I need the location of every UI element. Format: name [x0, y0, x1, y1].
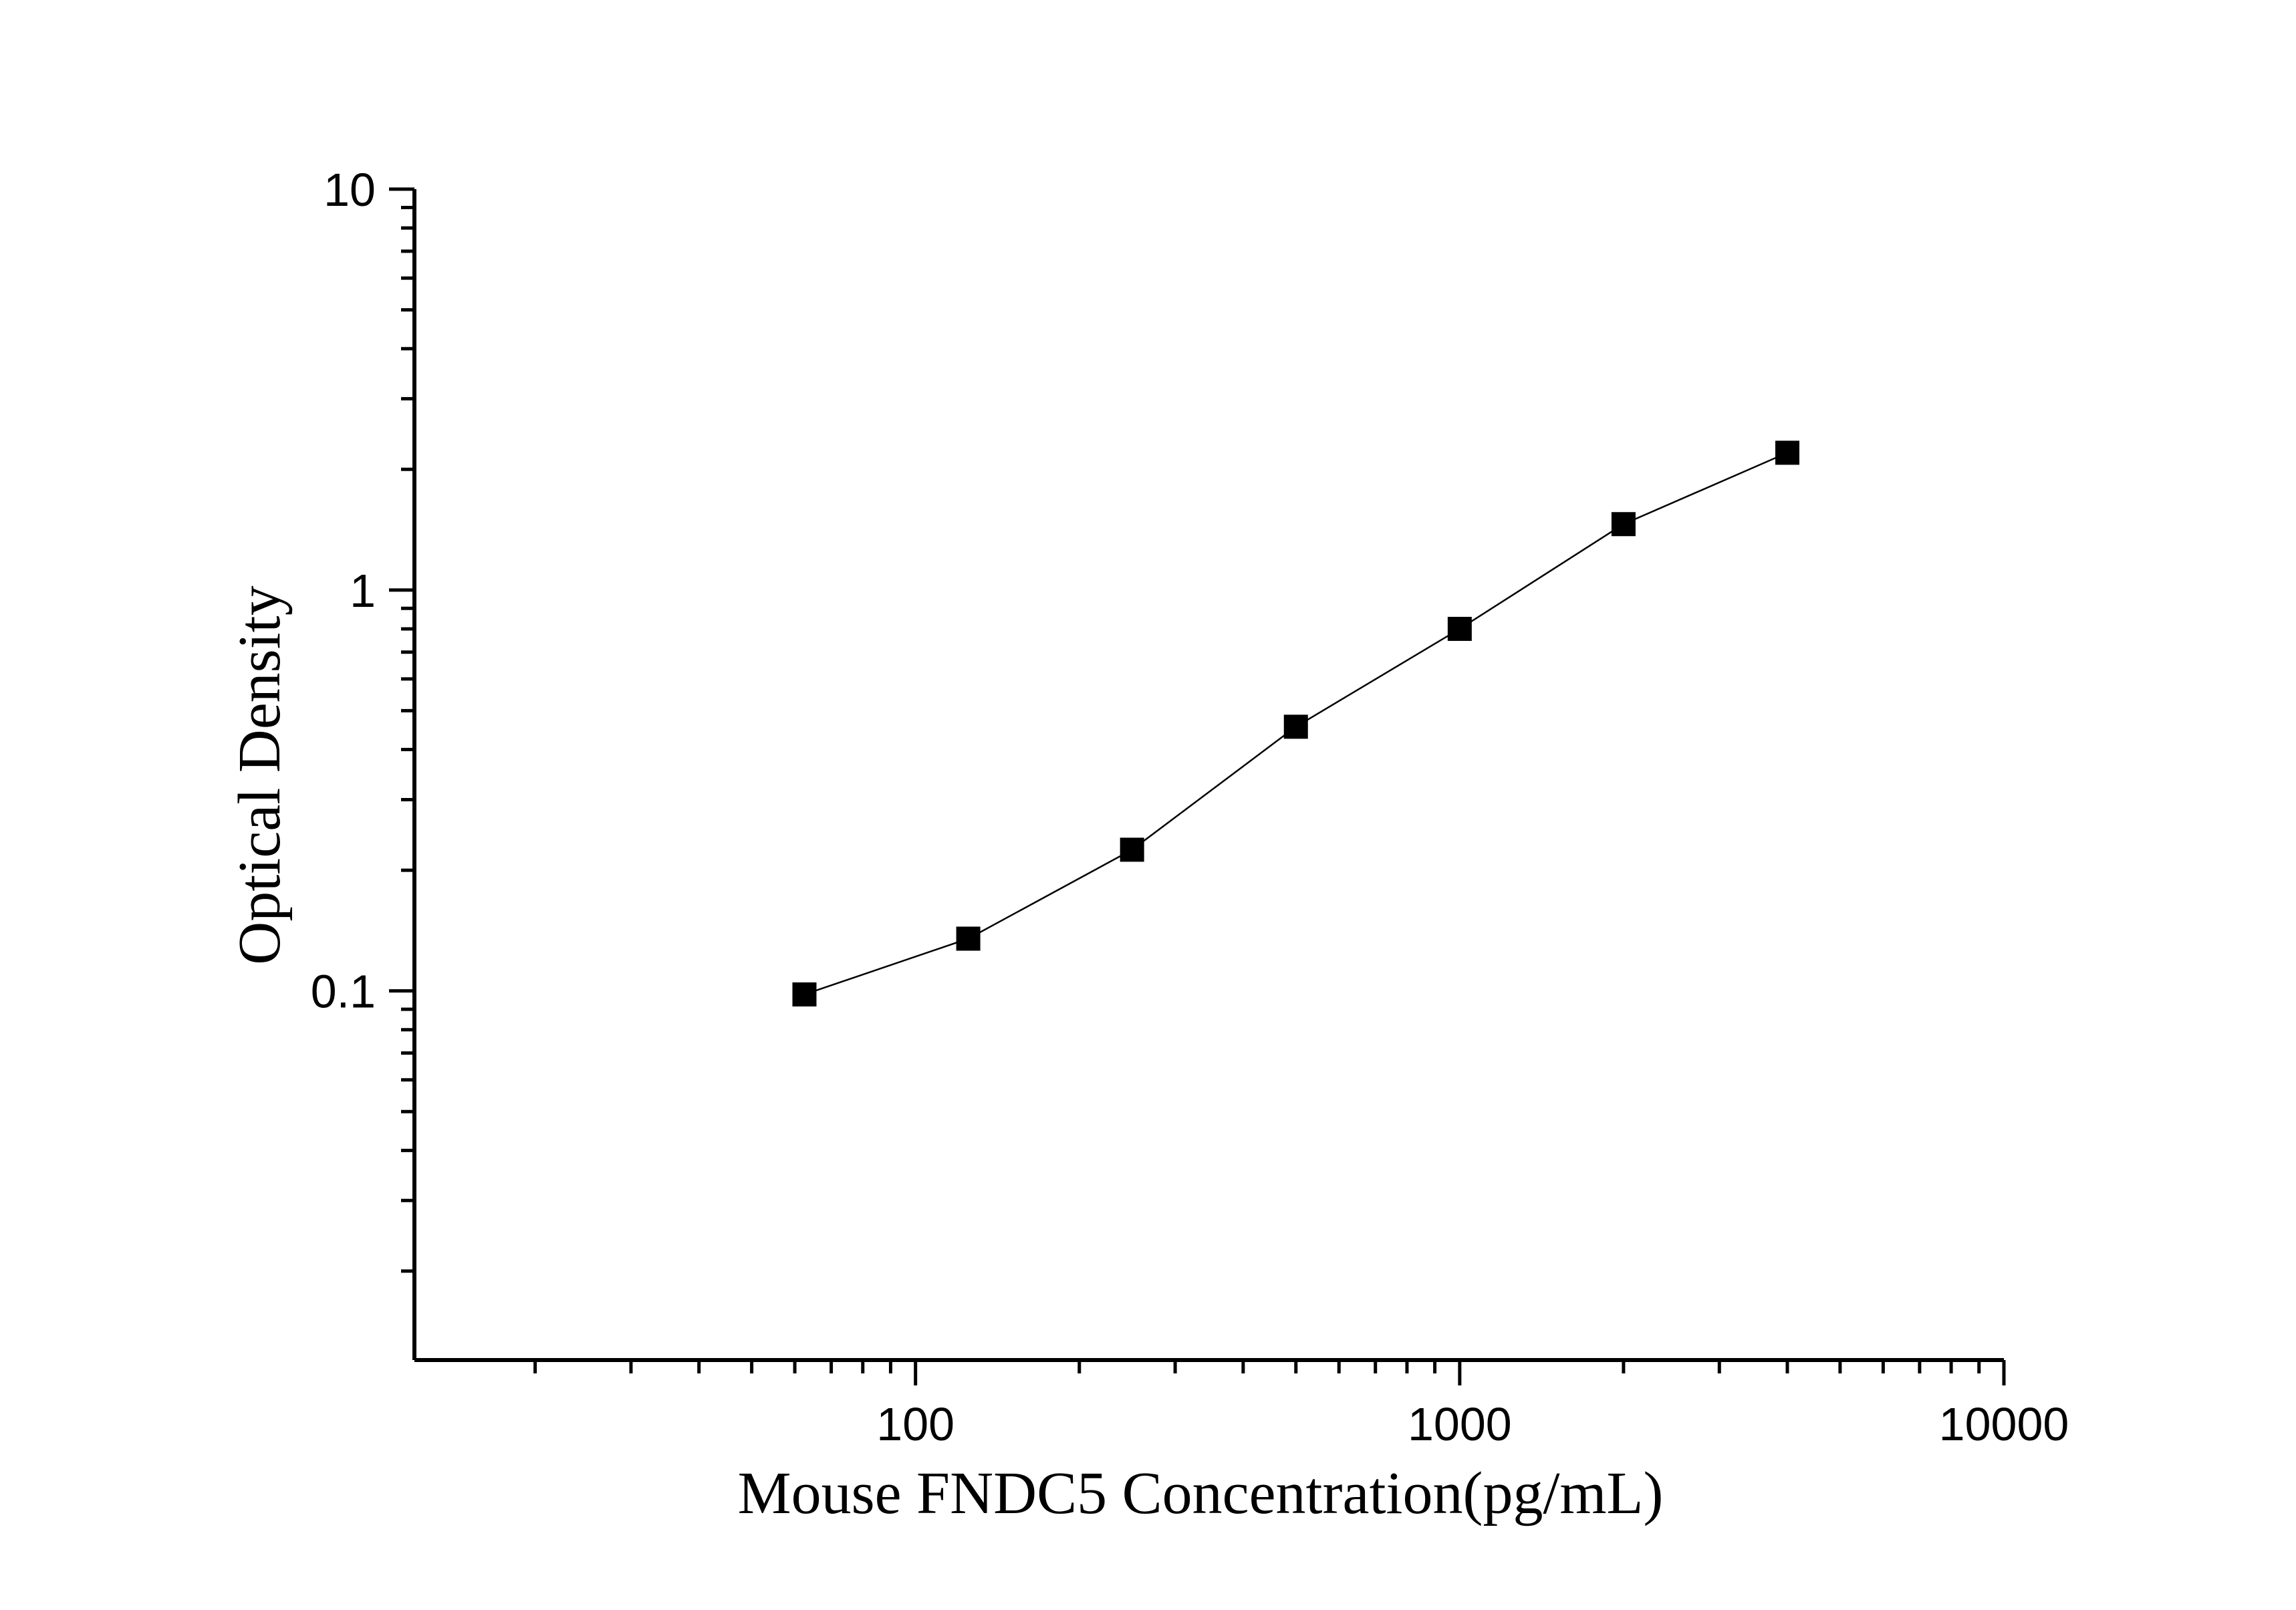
- data-point-marker: [1447, 616, 1472, 641]
- y-tick-label: 0.1: [311, 966, 376, 1018]
- data-point-marker: [1775, 440, 1800, 465]
- x-tick-label: 10000: [1939, 1398, 2069, 1450]
- y-tick-label: 10: [324, 164, 376, 216]
- data-point-marker: [956, 926, 981, 951]
- data-point-marker: [792, 982, 817, 1007]
- ticks: [389, 187, 2006, 1385]
- x-tick-label: 1000: [1408, 1398, 1512, 1450]
- tick-labels: 100 1000 10000 0.1 1 10: [311, 164, 2069, 1450]
- y-axis-title: Optical Density: [227, 585, 293, 964]
- x-axis-title: Mouse FNDC5 Concentration(pg/mL): [738, 1460, 1664, 1526]
- data-series: [792, 440, 1800, 1007]
- axes: [412, 189, 2004, 1362]
- data-point-marker: [1120, 837, 1144, 862]
- y-tick-label: 1: [350, 565, 376, 617]
- x-tick-label: 100: [876, 1398, 954, 1450]
- data-point-marker: [1283, 714, 1308, 739]
- data-point-marker: [1611, 512, 1636, 537]
